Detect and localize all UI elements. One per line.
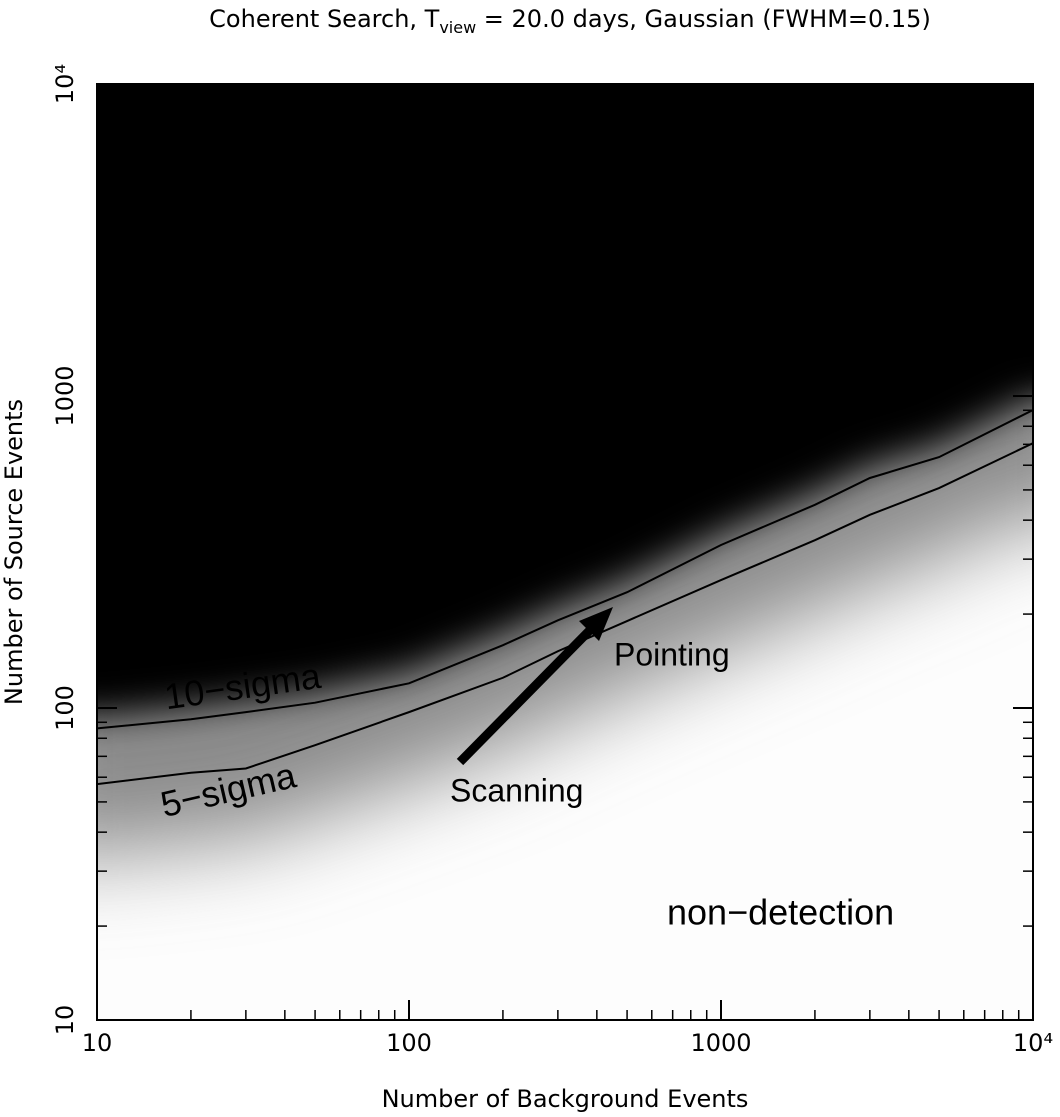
- x-tick-label: 1000: [690, 1029, 751, 1057]
- title-main: Coherent Search, T: [209, 5, 439, 33]
- contour-line: [97, 409, 1033, 730]
- contour-line: [97, 442, 1033, 786]
- title-subscript: view: [439, 18, 476, 37]
- chart-title: Coherent Search, Tview = 20.0 days, Gaus…: [209, 5, 931, 37]
- annotation: Pointing: [614, 636, 730, 672]
- x-tick-label: 10⁴: [1013, 1029, 1053, 1057]
- arrow-head: [579, 607, 613, 641]
- arrow: [456, 607, 613, 766]
- y-axis-title: Number of Source Events: [0, 399, 28, 705]
- shade-black: [97, 84, 1033, 717]
- title-rest: = 20.0 days, Gaussian (FWHM=0.15): [476, 5, 931, 33]
- contours: [97, 409, 1033, 786]
- shading: [97, 84, 1033, 855]
- x-tick-label: 100: [386, 1029, 432, 1057]
- axes: 10 100 1000 10⁴ 10 100 1000 10⁴: [51, 64, 1053, 1057]
- y-tick-label: 10⁴: [51, 64, 79, 104]
- annotation: > 15−sigma detection: [188, 285, 532, 326]
- x-tick-label: 10: [82, 1029, 113, 1057]
- annotation: non−detection: [667, 892, 894, 933]
- annotation: Scanning: [450, 772, 583, 808]
- plot-frame: [96, 83, 1034, 1021]
- y-tick-label: 100: [51, 685, 79, 731]
- y-tick-label: 10: [51, 1005, 79, 1036]
- arrow-shaft: [456, 622, 598, 766]
- x-axis-title: Number of Background Events: [382, 1085, 749, 1113]
- y-tick-label: 1000: [51, 365, 79, 426]
